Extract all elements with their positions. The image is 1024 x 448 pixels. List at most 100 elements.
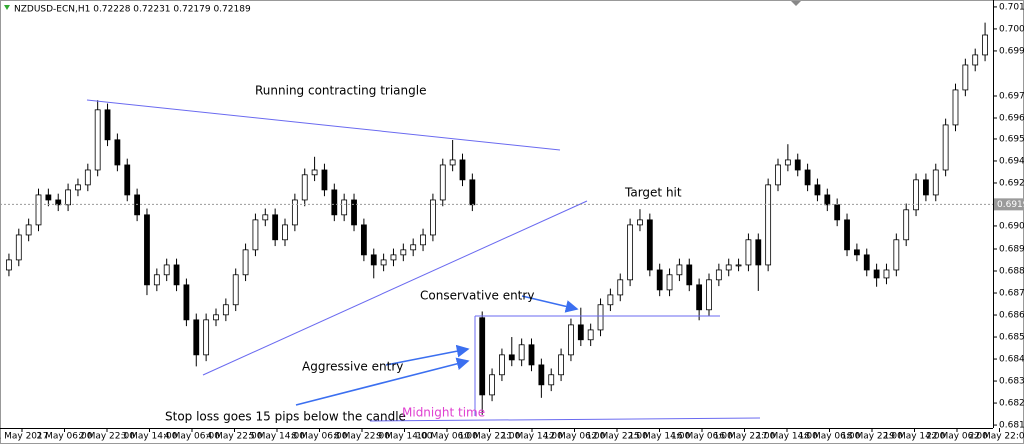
candle-body bbox=[745, 239, 752, 266]
y-tick-label: 0.70135 bbox=[999, 2, 1024, 12]
candle-body bbox=[360, 224, 367, 256]
stop-level bbox=[369, 417, 761, 422]
candle-body bbox=[15, 234, 22, 261]
candle-body bbox=[193, 319, 200, 356]
candle-body bbox=[439, 164, 446, 201]
x-tick-label: 3 May 14:00 bbox=[122, 432, 178, 442]
candle-body bbox=[508, 354, 515, 361]
candle-body bbox=[942, 124, 949, 171]
title-icon bbox=[4, 5, 10, 10]
candle-body bbox=[104, 109, 111, 141]
candle-body bbox=[587, 329, 594, 341]
candle-body bbox=[65, 189, 71, 206]
y-tick-label: 0.68245 bbox=[999, 399, 1024, 409]
candle-body bbox=[518, 344, 525, 361]
x-tick-label: 12 May 22:00 bbox=[586, 432, 648, 442]
candle-body bbox=[232, 274, 239, 306]
x-tick-label: 12 May 06:00 bbox=[544, 432, 606, 442]
x-tick-label: 11 May 14:00 bbox=[501, 432, 563, 442]
x-tick-label: 1 May 2017 bbox=[0, 432, 48, 442]
candle-body bbox=[272, 214, 279, 241]
candle-body bbox=[834, 204, 841, 221]
y-tick-label: 0.69710 bbox=[999, 91, 1024, 101]
x-tick-label: 9 May 14:00 bbox=[377, 432, 433, 442]
candle-body bbox=[400, 249, 407, 256]
candle-body bbox=[696, 284, 703, 311]
x-tick-label: 18 May 22:00 bbox=[841, 432, 903, 442]
candle-body bbox=[627, 224, 634, 281]
x-tick-label: 10 May 06:00 bbox=[416, 432, 478, 442]
candle-body bbox=[715, 269, 722, 281]
x-tick-label: 4 May 06:00 bbox=[164, 432, 220, 442]
candle-body bbox=[646, 219, 653, 271]
candle-body bbox=[341, 199, 348, 216]
candle-body bbox=[607, 294, 614, 306]
candle-body bbox=[84, 169, 91, 186]
candle-body bbox=[183, 284, 190, 321]
candle-body bbox=[528, 344, 535, 366]
candle-body bbox=[6, 259, 12, 271]
candle-body bbox=[982, 34, 988, 56]
candle-body bbox=[577, 324, 584, 341]
x-tick-label: 5 May 14:00 bbox=[249, 432, 305, 442]
candle-body bbox=[597, 304, 604, 331]
candle-body bbox=[863, 254, 870, 271]
candle-body bbox=[114, 139, 121, 166]
candle-body bbox=[873, 269, 880, 279]
candle-body bbox=[972, 54, 979, 66]
candle-body bbox=[656, 269, 663, 291]
x-tick-label: 22 May 22:00 bbox=[969, 432, 1024, 442]
candle-body bbox=[351, 199, 357, 226]
trendline bbox=[86, 99, 561, 151]
candle-body bbox=[853, 249, 860, 256]
drawings bbox=[86, 99, 761, 422]
candle-body bbox=[765, 184, 772, 266]
candle-body bbox=[735, 264, 742, 267]
candle-body bbox=[321, 169, 328, 191]
candle-body bbox=[923, 179, 929, 196]
y-tick-label: 0.69400 bbox=[999, 156, 1024, 166]
x-tick-label: 2 May 22:00 bbox=[79, 432, 135, 442]
y-tick-label: 0.68875 bbox=[999, 267, 1024, 277]
arrows bbox=[295, 295, 579, 406]
candle-body bbox=[420, 234, 426, 246]
candle-body bbox=[489, 374, 495, 396]
y-tick-label: 0.69925 bbox=[999, 46, 1024, 56]
candle-body bbox=[75, 184, 81, 191]
x-tick-label: 2 May 06:00 bbox=[37, 432, 93, 442]
y-tick-label: 0.68980 bbox=[999, 245, 1024, 255]
x-tick-label: 8 May 22:00 bbox=[334, 432, 390, 442]
candle-body bbox=[637, 219, 643, 226]
candle-body bbox=[686, 264, 693, 286]
candle-body bbox=[222, 304, 229, 316]
candle-body bbox=[479, 317, 486, 396]
arrow bbox=[295, 357, 470, 406]
x-tick-label: 18 May 06:00 bbox=[799, 432, 861, 442]
candle-body bbox=[25, 224, 32, 236]
candle-body bbox=[538, 364, 545, 386]
candle-body bbox=[459, 159, 466, 181]
candle-body bbox=[893, 239, 900, 271]
candle-body bbox=[932, 169, 939, 196]
x-tick-label: 17 May 14:00 bbox=[756, 432, 818, 442]
candle-body bbox=[962, 64, 969, 91]
annotation: Midnight time bbox=[402, 406, 485, 420]
candle-body bbox=[242, 249, 249, 276]
annotation: Target hit bbox=[624, 186, 682, 200]
x-tick-label: 16 May 22:00 bbox=[714, 432, 776, 442]
candle-body bbox=[153, 274, 160, 286]
candle-body bbox=[814, 184, 821, 196]
trendline bbox=[202, 200, 588, 376]
candle-body bbox=[883, 269, 890, 279]
candle-body bbox=[430, 199, 436, 236]
x-tick-label: 4 May 22:00 bbox=[207, 432, 263, 442]
candle-body bbox=[370, 254, 377, 266]
candle-body bbox=[725, 264, 732, 271]
y-tick-label: 0.68665 bbox=[999, 311, 1024, 321]
candle-body bbox=[617, 279, 624, 296]
plot bbox=[6, 22, 988, 415]
candle-body bbox=[558, 354, 564, 376]
arrow bbox=[521, 295, 579, 313]
candle-body bbox=[291, 199, 298, 226]
